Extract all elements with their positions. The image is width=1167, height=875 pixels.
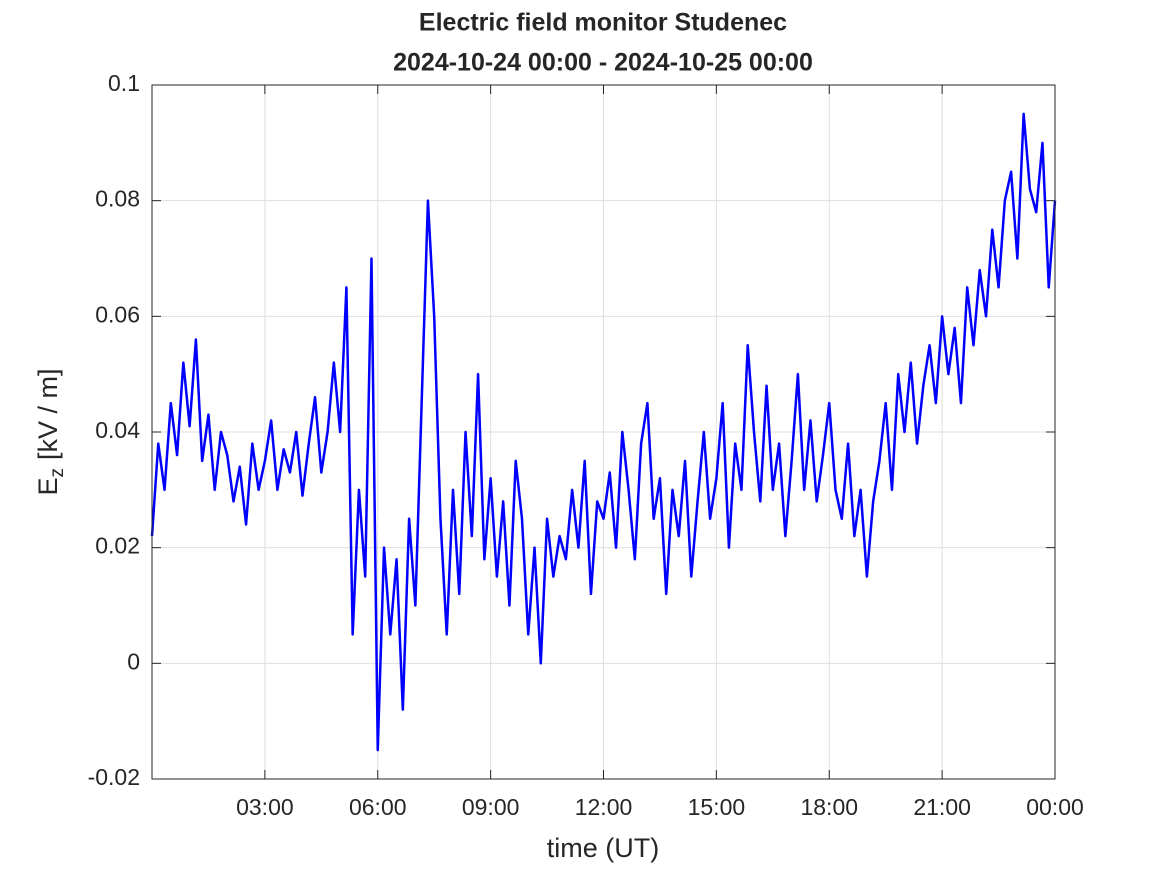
x-tick-label: 12:00	[575, 794, 633, 820]
y-tick-label: 0.04	[95, 417, 140, 443]
y-tick-label: 0.1	[108, 70, 140, 96]
plot-frame	[151, 84, 1056, 780]
y-axis-label: Ez [kV / m]	[33, 368, 68, 495]
x-tick-label: 15:00	[688, 794, 746, 820]
x-axis-label: time (UT)	[547, 833, 659, 863]
chart-title: Electric field monitor Studenec	[419, 9, 787, 37]
y-tick-label: 0	[127, 648, 140, 674]
y-tick-label: 0.06	[95, 301, 140, 327]
y-label-subscript: z	[47, 468, 68, 478]
x-tick-label: 21:00	[913, 794, 971, 820]
x-tick-label: 06:00	[349, 794, 407, 820]
x-tick-label: 00:00	[1026, 794, 1084, 820]
y-label-symbol: E	[33, 478, 63, 496]
y-tick-label: 0.08	[95, 186, 140, 212]
chart-subtitle: 2024-10-24 00:00 - 2024-10-25 00:00	[393, 49, 813, 77]
x-tick-label: 18:00	[800, 794, 858, 820]
y-tick-label: -0.02	[88, 764, 140, 790]
y-tick-label: 0.02	[95, 533, 140, 559]
x-tick-label: 03:00	[236, 794, 294, 820]
data-line	[150, 112, 1057, 752]
y-label-unit: [kV / m]	[33, 368, 63, 460]
x-tick-label: 09:00	[462, 794, 520, 820]
